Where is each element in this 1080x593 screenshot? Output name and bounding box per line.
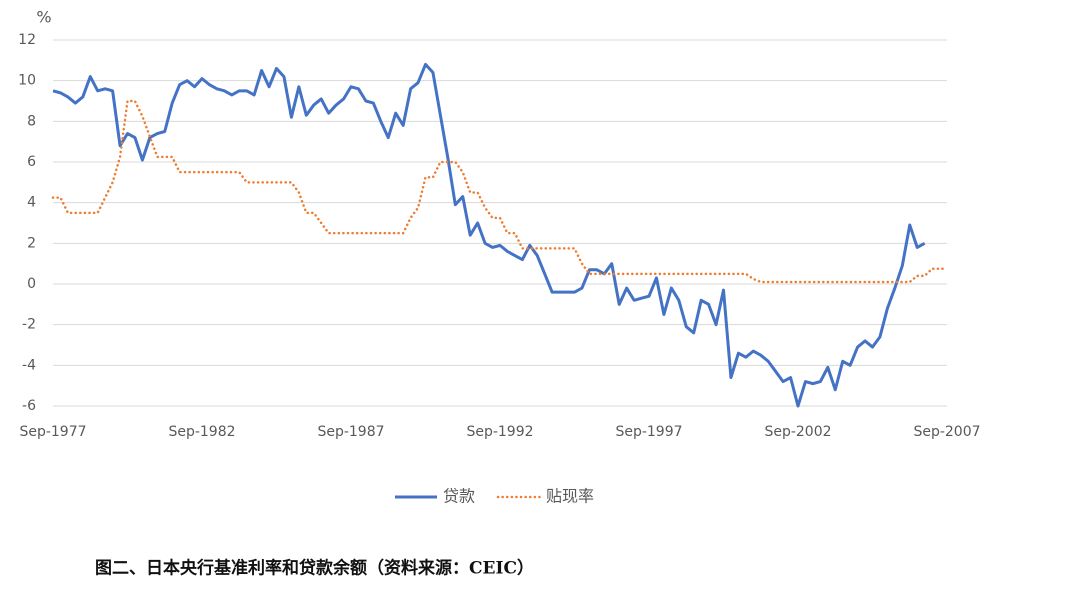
y-tick-label: 6 xyxy=(27,154,36,170)
y-tick-label: 8 xyxy=(27,113,36,129)
y-tick-label: -6 xyxy=(22,398,36,414)
x-tick-label: Sep-2007 xyxy=(913,424,980,440)
x-tick-label: Sep-1977 xyxy=(19,424,86,440)
y-tick-label: 10 xyxy=(18,73,36,89)
y-tick-label: 12 xyxy=(18,32,36,48)
y-tick-label: 2 xyxy=(27,235,36,251)
y-tick-label: 4 xyxy=(27,195,36,211)
y-tick-label: -2 xyxy=(22,317,36,333)
caption: 图二、日本央行基准利率和贷款余额（资料来源：CEIC） xyxy=(95,558,534,579)
y-tick-label: 0 xyxy=(27,276,36,292)
series-line xyxy=(52,62,926,408)
x-tick-label: Sep-2002 xyxy=(764,424,831,440)
x-tick-label: Sep-1992 xyxy=(466,424,533,440)
x-tick-label: Sep-1982 xyxy=(168,424,235,440)
y-axis-unit: % xyxy=(36,8,51,27)
x-tick-label: Sep-1997 xyxy=(615,424,682,440)
x-tick-label: Sep-1987 xyxy=(317,424,384,440)
y-tick-label: -4 xyxy=(22,357,36,373)
series-line xyxy=(51,99,949,284)
legend-label: 贴现率 xyxy=(546,487,594,506)
legend-label: 贷款 xyxy=(443,487,475,506)
